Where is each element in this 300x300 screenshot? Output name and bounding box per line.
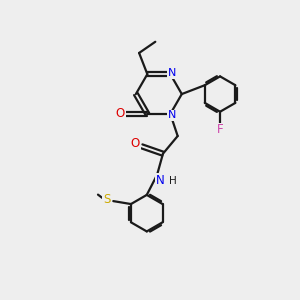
Text: S: S xyxy=(103,194,110,206)
Text: N: N xyxy=(168,110,176,120)
Text: N: N xyxy=(156,174,165,187)
Text: O: O xyxy=(131,137,140,151)
Text: H: H xyxy=(169,176,176,186)
Text: F: F xyxy=(217,124,224,136)
Text: N: N xyxy=(168,68,176,78)
Text: O: O xyxy=(116,107,125,120)
